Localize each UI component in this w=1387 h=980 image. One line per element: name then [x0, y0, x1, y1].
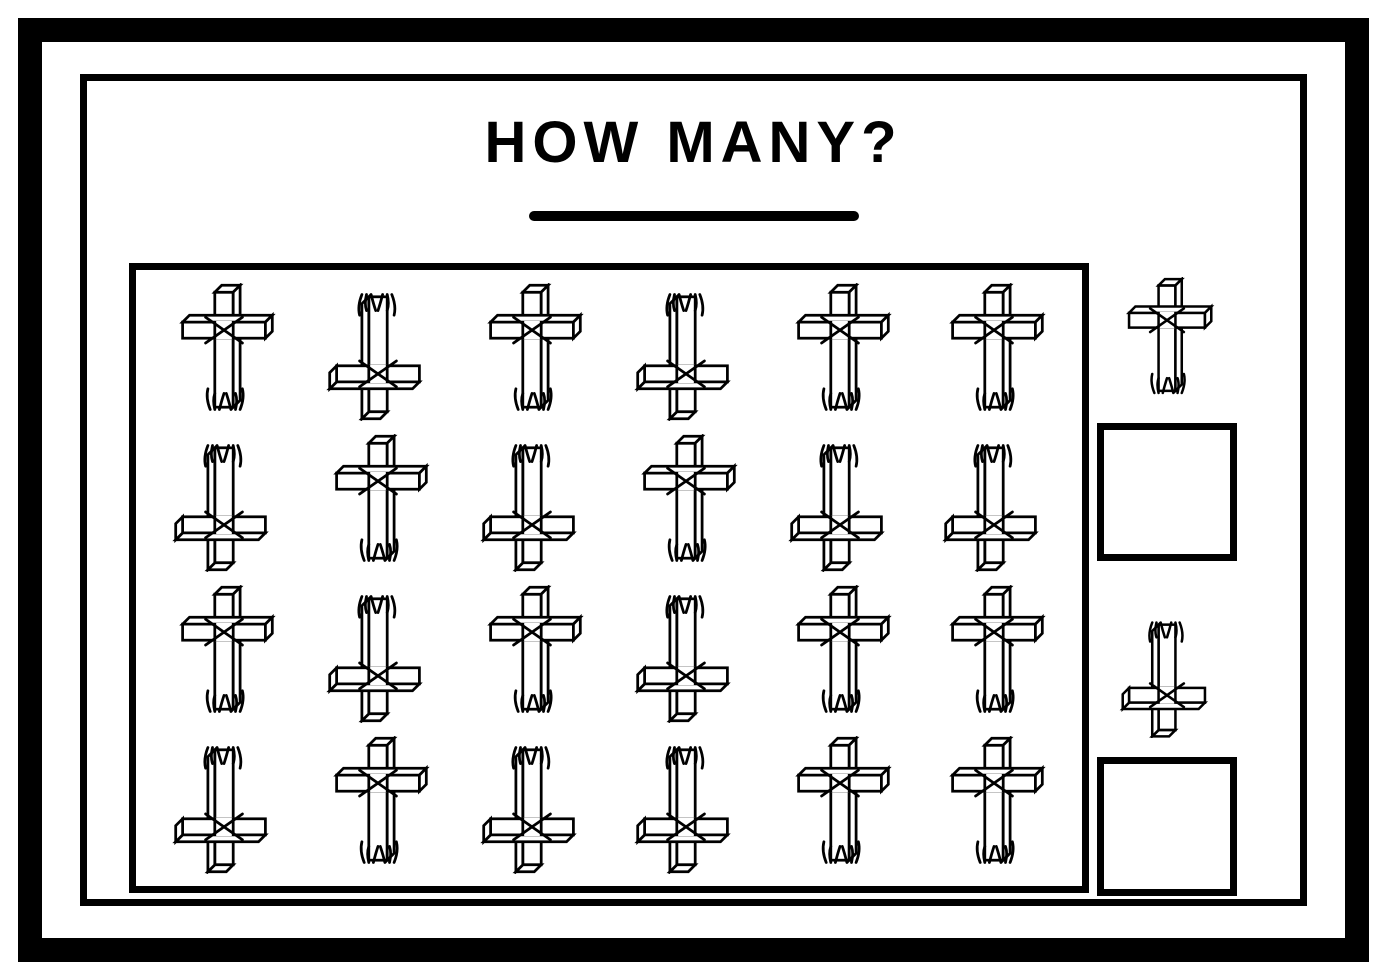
grid-cell — [612, 733, 760, 876]
grid-cell — [458, 280, 606, 423]
grid-cell — [920, 582, 1068, 725]
outer-frame: HOW MANY? — [18, 18, 1369, 962]
grid-cell — [304, 733, 452, 876]
inner-frame: HOW MANY? — [80, 74, 1307, 906]
grid-cell — [150, 733, 298, 876]
answer-box-a[interactable] — [1097, 423, 1237, 562]
grid-cell — [920, 733, 1068, 876]
grid-cell — [458, 582, 606, 725]
page-title: HOW MANY? — [87, 109, 1300, 176]
grid-cell — [304, 431, 452, 574]
counting-grid-frame — [129, 263, 1089, 893]
grid-cell — [150, 431, 298, 574]
grid-cell — [304, 280, 452, 423]
grid-cell — [150, 582, 298, 725]
grid-cell — [150, 280, 298, 423]
legend-icon-b — [1102, 611, 1232, 740]
grid-cell — [766, 280, 914, 423]
grid-cell — [766, 733, 914, 876]
grid-cell — [920, 431, 1068, 574]
title-underline — [529, 211, 859, 221]
grid-cell — [612, 582, 760, 725]
grid-cell — [612, 431, 760, 574]
grid-cell — [458, 733, 606, 876]
grid-cell — [458, 431, 606, 574]
grid-cell — [612, 280, 760, 423]
legend-icon-a — [1102, 276, 1232, 405]
grid-cell — [766, 431, 914, 574]
answer-box-b[interactable] — [1097, 757, 1237, 896]
grid-cell — [920, 280, 1068, 423]
counting-grid — [136, 270, 1082, 886]
grid-cell — [766, 582, 914, 725]
grid-cell — [304, 582, 452, 725]
legend-sidebar — [1082, 276, 1252, 896]
